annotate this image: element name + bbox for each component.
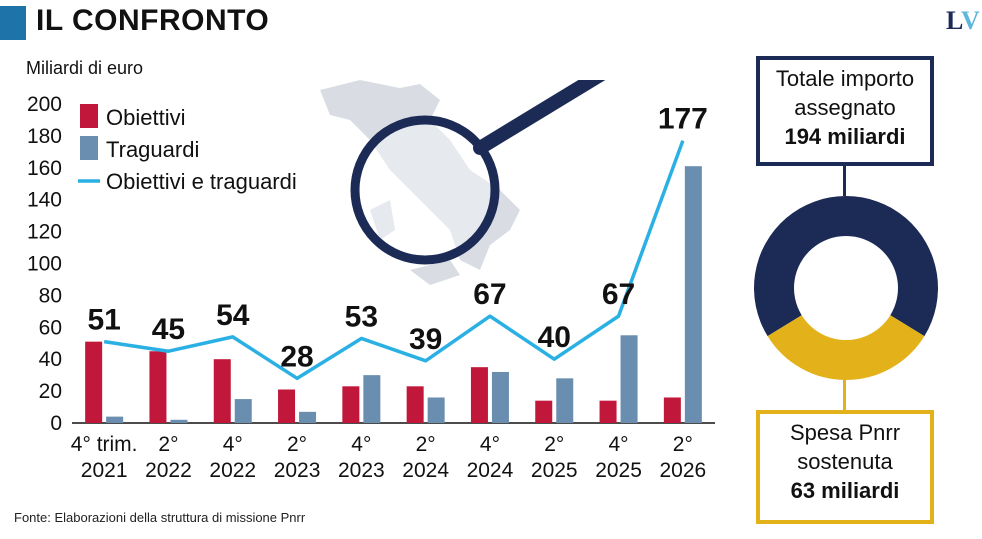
y-tick-label: 180 (27, 125, 62, 148)
y-tick-label: 80 (39, 284, 62, 307)
legend-swatch (80, 104, 98, 128)
x-tick-label: 2026 (659, 459, 706, 482)
bar-traguardi (299, 411, 317, 423)
bar-traguardi (556, 378, 574, 423)
y-tick-label: 40 (39, 348, 62, 371)
unit-label: Miliardi di euro (26, 58, 144, 78)
x-tick-label: 4° trim. (71, 433, 138, 456)
x-tick-label: 2024 (467, 459, 514, 482)
donut-chart (754, 195, 938, 380)
x-tick-label: 2025 (531, 459, 578, 482)
total-box: Totale importo assegnato 194 miliardi (756, 56, 934, 166)
bar-obiettivi (535, 400, 553, 423)
bar-traguardi (620, 335, 638, 423)
x-tick-label: 2° (544, 433, 564, 456)
italy-map-decoration (320, 80, 520, 285)
bar-traguardi (106, 416, 124, 423)
data-label: 45 (152, 313, 185, 346)
data-label: 54 (216, 299, 250, 332)
legend-label: Obiettivi (106, 105, 185, 130)
bar-obiettivi (406, 386, 424, 423)
bar-obiettivi (278, 389, 296, 423)
data-label: 67 (473, 278, 506, 311)
y-tick-label: 60 (39, 316, 62, 339)
total-line1: Totale importo (775, 66, 915, 91)
x-tick-label: 2° (158, 433, 178, 456)
spent-line2: sostenuta (797, 449, 893, 474)
y-tick-label: 120 (27, 221, 62, 244)
legend-label: Obiettivi e traguardi (106, 169, 297, 194)
data-label: 39 (409, 323, 442, 356)
title-accent-bar (0, 6, 26, 40)
bar-obiettivi (470, 367, 488, 423)
bar-traguardi (234, 399, 252, 423)
y-tick-label: 140 (27, 189, 62, 212)
x-tick-label: 2021 (81, 459, 128, 482)
magnifier-icon (350, 80, 606, 265)
series-line-obiettivi-e-traguardi (103, 140, 685, 381)
legend-swatch (80, 136, 98, 160)
connector-bottom (843, 378, 846, 410)
bar-obiettivi (599, 400, 617, 423)
spent-line1: Spesa Pnrr (789, 420, 901, 445)
x-tick-label: 2° (673, 433, 693, 456)
page-title: IL CONFRONTO (36, 4, 270, 37)
data-label: 28 (280, 340, 313, 373)
donut-slice-remaining (754, 195, 938, 337)
bar-line-chart: 0 20 40 60 80 100 120 140 160 180 200 51 45 54 28 53 39… (27, 80, 715, 482)
bar-traguardi (427, 397, 445, 423)
bar-obiettivi (85, 341, 103, 423)
x-tick-label: 2022 (209, 459, 256, 482)
spent-box: Spesa Pnrr sostenuta 63 miliardi (756, 410, 934, 524)
total-line3: 194 miliardi (784, 124, 906, 149)
data-label: 40 (538, 321, 571, 354)
bar-traguardi (684, 166, 702, 423)
x-tick-label: 2° (416, 433, 436, 456)
connector-top (843, 166, 846, 196)
spent-line3: 63 miliardi (790, 478, 900, 503)
data-label: 51 (87, 304, 120, 337)
bar-obiettivi (342, 386, 360, 423)
source-note: Fonte: Elaborazioni della struttura di m… (14, 510, 306, 525)
data-label: 53 (345, 300, 378, 333)
x-tick-label: 4° (351, 433, 371, 456)
bar-traguardi (170, 419, 188, 423)
x-tick-label: 2024 (402, 459, 449, 482)
x-tick-label: 2023 (338, 459, 385, 482)
x-tick-label: 2° (287, 433, 307, 456)
bar-traguardi (491, 371, 509, 423)
x-tick-label: 4° (609, 433, 629, 456)
y-tick-label: 200 (27, 93, 62, 116)
donut-slice-spent (767, 315, 925, 380)
x-tick-label: 4° (223, 433, 243, 456)
brand-logo: LV (946, 6, 980, 35)
bar-obiettivi (663, 397, 681, 423)
x-tick-label: 2023 (274, 459, 321, 482)
data-label: 67 (602, 278, 635, 311)
x-tick-label: 2022 (145, 459, 192, 482)
legend-label: Traguardi (106, 137, 199, 162)
y-tick-label: 20 (39, 380, 62, 403)
y-tick-label: 160 (27, 157, 62, 180)
bar-obiettivi (213, 359, 231, 423)
data-label: 177 (658, 103, 708, 136)
x-tick-label: 4° (480, 433, 500, 456)
bar-obiettivi (149, 351, 167, 423)
bar-traguardi (363, 375, 381, 423)
y-tick-label: 100 (27, 253, 62, 276)
x-tick-label: 2025 (595, 459, 642, 482)
total-line2: assegnato (794, 95, 896, 120)
y-tick-label: 0 (50, 412, 62, 435)
